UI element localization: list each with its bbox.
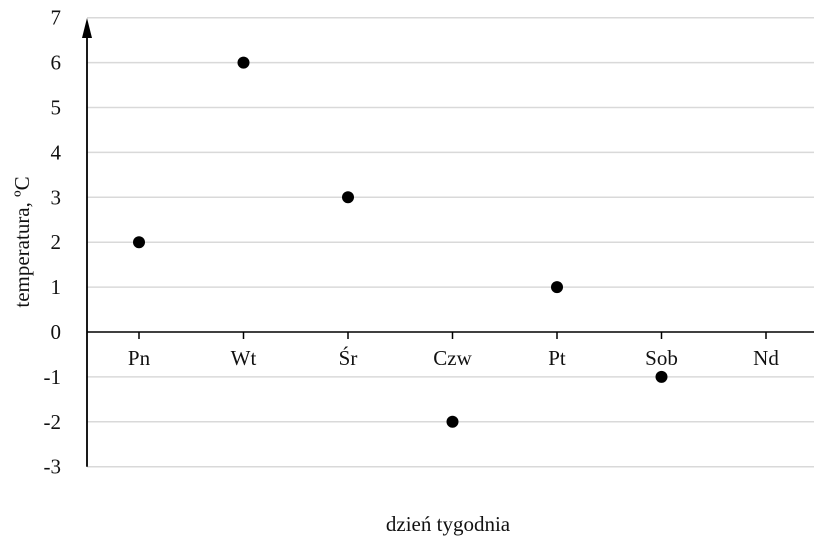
x-tick-label: Pn bbox=[128, 346, 151, 370]
y-tick-label: 6 bbox=[51, 51, 62, 75]
x-tick-label: Nd bbox=[753, 346, 779, 370]
data-point bbox=[133, 236, 145, 249]
x-axis-label: dzień tygodnia bbox=[386, 512, 511, 536]
y-tick-label: 2 bbox=[51, 230, 62, 254]
y-tick-labels: -3 -2 -1 0 1 2 3 4 5 6 7 bbox=[44, 6, 62, 479]
x-tick-label: Śr bbox=[339, 346, 358, 370]
data-points bbox=[133, 56, 668, 428]
data-point bbox=[551, 281, 563, 294]
y-axis-label: temperatura, ºC bbox=[10, 176, 34, 307]
x-tick-label: Czw bbox=[433, 346, 472, 370]
grid-lines bbox=[87, 16, 814, 468]
y-tick-label: 4 bbox=[51, 140, 62, 164]
y-tick-label: 3 bbox=[51, 185, 62, 209]
x-tick-label: Pt bbox=[548, 346, 566, 370]
x-tick-label: Sob bbox=[645, 346, 678, 370]
data-point bbox=[655, 370, 668, 383]
x-ticks: Pn Wt Śr Czw Pt Sob Nd bbox=[128, 332, 779, 370]
y-tick-label: 0 bbox=[51, 320, 62, 344]
data-point bbox=[446, 415, 459, 428]
y-tick-label: -3 bbox=[44, 455, 62, 479]
data-point bbox=[237, 56, 250, 69]
y-tick-label: 5 bbox=[51, 96, 62, 120]
y-axis-arrowhead bbox=[82, 18, 92, 38]
y-tick-label: -2 bbox=[44, 410, 62, 434]
data-point bbox=[342, 191, 354, 204]
x-tick-label: Wt bbox=[231, 346, 257, 370]
y-tick-label: 7 bbox=[51, 6, 62, 30]
y-tick-label: -1 bbox=[44, 365, 62, 389]
y-tick-label: 1 bbox=[51, 275, 62, 299]
